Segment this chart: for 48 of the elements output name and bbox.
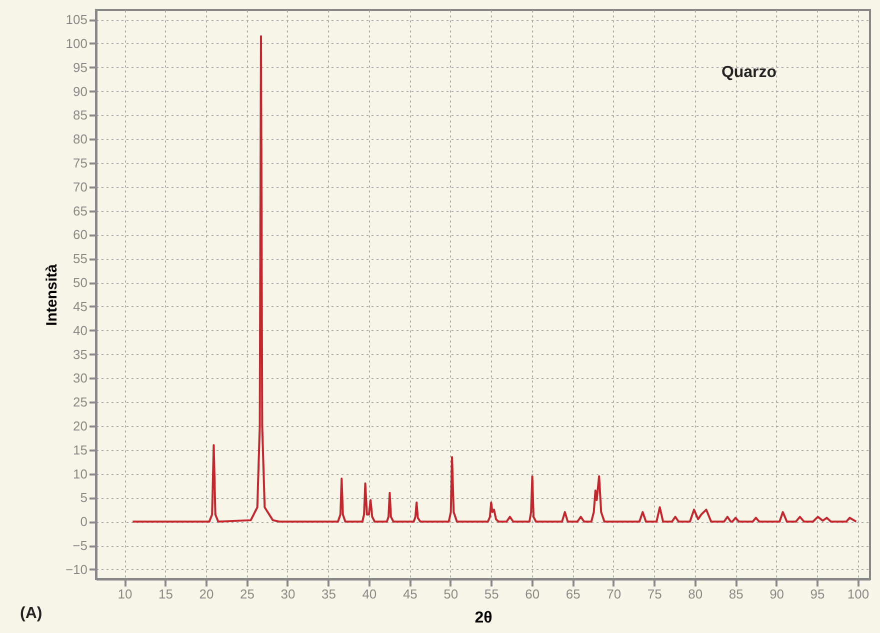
y-tick-label: 10 bbox=[73, 466, 88, 482]
y-tick-label: −10 bbox=[65, 562, 88, 577]
y-tick-label: 30 bbox=[73, 370, 88, 386]
y-tick-label: 95 bbox=[73, 60, 88, 75]
y-tick-label: 0 bbox=[80, 514, 88, 530]
x-tick-label: 90 bbox=[770, 586, 784, 602]
x-tick-label: 15 bbox=[158, 586, 173, 602]
y-tick-label: 5 bbox=[80, 490, 88, 506]
y-tick-label: 80 bbox=[73, 132, 88, 147]
x-tick-label: 10 bbox=[118, 586, 132, 602]
y-tick-label: 15 bbox=[73, 442, 88, 458]
annotation: Quarzo bbox=[721, 64, 777, 81]
y-tick-label: 65 bbox=[73, 203, 88, 218]
x-tick-label: 65 bbox=[566, 586, 580, 602]
x-tick-label: 30 bbox=[280, 586, 296, 602]
x-axis-title: 2θ bbox=[474, 610, 492, 626]
y-tick-label: −5 bbox=[72, 538, 88, 554]
x-tick-label: 85 bbox=[728, 586, 744, 602]
x-tick-label: 55 bbox=[484, 586, 499, 602]
x-tick-label: 70 bbox=[606, 586, 622, 602]
x-tick-label: 100 bbox=[847, 586, 870, 602]
x-tick-label: 35 bbox=[321, 586, 336, 602]
text: (A) bbox=[20, 605, 42, 622]
x-tick-label: 75 bbox=[647, 586, 662, 602]
x-tick-label: 45 bbox=[402, 586, 418, 602]
y-tick-label: 70 bbox=[73, 179, 88, 194]
y-tick-label: 50 bbox=[73, 275, 88, 290]
y-tick-label: 35 bbox=[73, 346, 88, 362]
y-axis-title: Intensità bbox=[43, 264, 60, 326]
y-tick-label: 40 bbox=[73, 322, 88, 338]
x-tick-label: 50 bbox=[444, 586, 458, 602]
y-tick-label: 55 bbox=[73, 251, 88, 266]
y-tick-label: 90 bbox=[73, 84, 88, 99]
x-tick-label: 20 bbox=[199, 586, 214, 602]
x-tick-label: 60 bbox=[525, 586, 540, 602]
x-tick-label: 95 bbox=[810, 586, 825, 602]
y-tick-label: 25 bbox=[73, 394, 88, 410]
y-tick-label: 85 bbox=[73, 108, 88, 123]
x-tick-label: 80 bbox=[688, 586, 703, 602]
x-tick-label: 25 bbox=[240, 586, 254, 602]
y-tick-label: 45 bbox=[73, 298, 88, 314]
x-tick-label: 40 bbox=[362, 586, 377, 602]
y-tick-label: 105 bbox=[66, 12, 88, 28]
y-tick-label: 100 bbox=[66, 36, 88, 51]
line-series bbox=[132, 35, 858, 523]
y-tick-label: 75 bbox=[73, 156, 88, 171]
y-tick-label: 60 bbox=[73, 227, 88, 242]
y-tick-label: 20 bbox=[73, 418, 88, 434]
